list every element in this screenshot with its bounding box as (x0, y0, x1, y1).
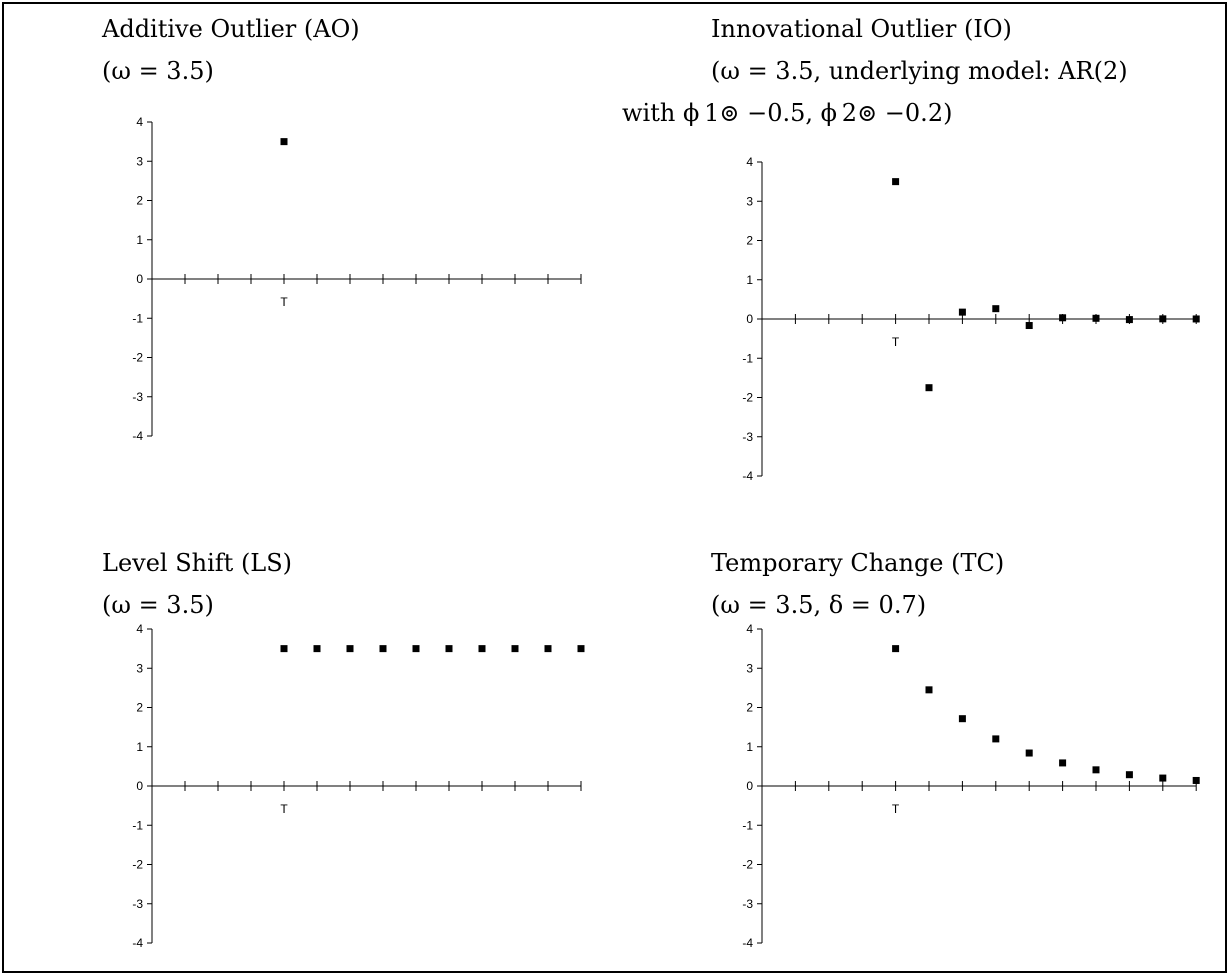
ao-y-tick-label: 0 (136, 272, 143, 286)
io-data-point (1159, 315, 1167, 323)
io-title: Innovational Outlier (IO) (711, 15, 1012, 43)
io-y-tick-label: 3 (746, 194, 753, 208)
ls-data-point (379, 645, 387, 653)
ls-y-tick-label: 1 (136, 740, 143, 754)
ls-data-point (445, 645, 453, 653)
io-y-tick-label: -2 (742, 391, 753, 405)
io-data-point (892, 178, 900, 186)
ls-y-tick-label: 4 (136, 622, 143, 636)
tc-data-point (925, 686, 933, 694)
ao-y-tick-label: 2 (136, 194, 143, 208)
io-y-tick-label: 1 (746, 273, 753, 287)
tc-data-point (1059, 759, 1067, 767)
ls-data-point (511, 645, 519, 653)
ls-params: (ω = 3.5) (102, 591, 214, 619)
tc-data-point (1092, 766, 1100, 774)
ls-y-tick-label: 3 (136, 661, 143, 675)
ls-data-point (280, 645, 288, 653)
io-y-tick-label: -3 (742, 430, 753, 444)
ls-data-point (544, 645, 552, 653)
tc-y-tick-label: 0 (746, 779, 753, 793)
ls-data-point (346, 645, 354, 653)
ao-params: (ω = 3.5) (102, 57, 214, 85)
tc-y-tick-label: 2 (746, 701, 753, 715)
ls-data-point (577, 645, 585, 653)
io-data-point (1192, 315, 1200, 323)
ao-x-tick-label: T (280, 295, 288, 309)
ao-data-point (280, 138, 288, 146)
tc-data-point (958, 715, 966, 723)
ao-y-tick-label: -2 (132, 351, 143, 365)
ls-title: Level Shift (LS) (102, 549, 293, 577)
io-y-tick-label: -4 (742, 469, 753, 483)
io-y-tick-label: 4 (746, 155, 753, 169)
ls-y-tick-label: 0 (136, 779, 143, 793)
ls-data-point (313, 645, 321, 653)
io-data-point (925, 384, 933, 392)
ls-y-tick-label: -1 (132, 818, 143, 832)
ls-x-tick-label: T (280, 802, 288, 816)
io-data-point (958, 308, 966, 316)
io-data-point (1092, 314, 1100, 322)
tc-y-tick-label: 4 (746, 622, 753, 636)
ao-y-tick-label: -3 (132, 390, 143, 404)
io-params-line2: with ϕ 1⊚ −0.5, ϕ 2⊚ −0.2) (622, 99, 953, 127)
ls-y-tick-label: -2 (132, 858, 143, 872)
tc-y-tick-label: 1 (746, 740, 753, 754)
tc-data-point (1159, 774, 1167, 782)
io-y-tick-label: 2 (746, 234, 753, 248)
ls-data-point (412, 645, 420, 653)
ao-y-tick-label: 4 (136, 115, 143, 129)
tc-data-point (992, 735, 1000, 743)
tc-data-point (892, 645, 900, 653)
ao-title: Additive Outlier (AO) (102, 15, 360, 43)
io-x-tick-label: T (892, 335, 900, 349)
ls-y-tick-label: -4 (132, 936, 143, 950)
ls-data-point (478, 645, 486, 653)
tc-data-point (1192, 776, 1200, 784)
tc-y-tick-label: 3 (746, 661, 753, 675)
io-params: (ω = 3.5, underlying model: AR(2) (711, 57, 1128, 85)
tc-y-tick-label: -4 (742, 936, 753, 950)
io-data-point (992, 305, 1000, 313)
io-data-point (1125, 316, 1133, 324)
tc-data-point (1025, 749, 1033, 757)
io-y-tick-label: 0 (746, 312, 753, 326)
ls-y-tick-label: 2 (136, 701, 143, 715)
ao-y-tick-label: 3 (136, 154, 143, 168)
tc-y-tick-label: -3 (742, 897, 753, 911)
tc-y-tick-label: -1 (742, 818, 753, 832)
io-y-tick-label: -1 (742, 351, 753, 365)
tc-data-point (1125, 771, 1133, 779)
tc-x-tick-label: T (892, 802, 900, 816)
io-data-point (1059, 314, 1067, 322)
tc-title: Temporary Change (TC) (711, 549, 1005, 577)
ao-y-tick-label: 1 (136, 233, 143, 247)
ls-y-tick-label: -3 (132, 897, 143, 911)
tc-y-tick-label: -2 (742, 858, 753, 872)
tc-params: (ω = 3.5, δ = 0.7) (711, 591, 927, 619)
ao-y-tick-label: -4 (132, 429, 143, 443)
io-data-point (1025, 322, 1033, 330)
ao-y-tick-label: -1 (132, 311, 143, 325)
